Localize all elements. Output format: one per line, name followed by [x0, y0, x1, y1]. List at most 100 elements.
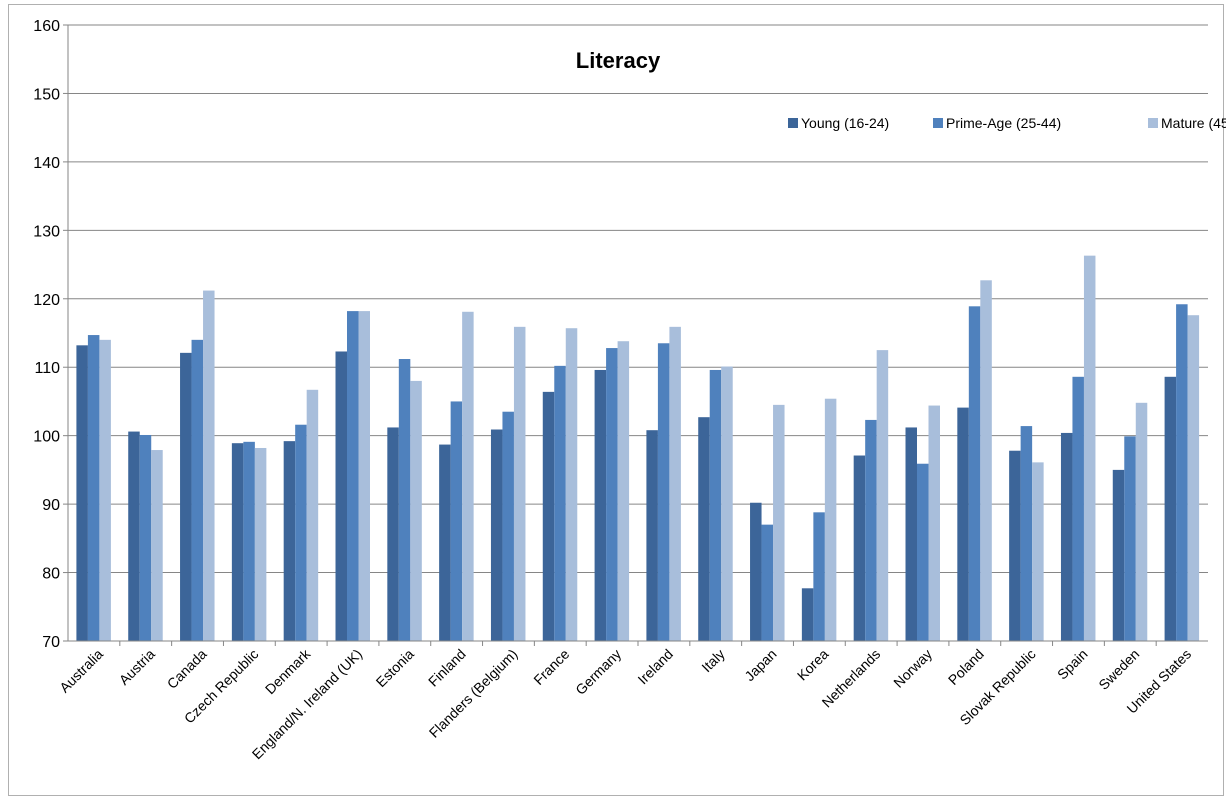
bar	[1164, 376, 1177, 641]
x-tick-label: Norway	[890, 646, 935, 691]
bar	[513, 326, 526, 641]
y-tick-label: 130	[33, 223, 60, 240]
bar	[905, 427, 917, 641]
x-tick-label: Italy	[698, 646, 727, 675]
bar	[721, 366, 733, 641]
legend-swatch	[1148, 118, 1158, 128]
bar	[191, 339, 204, 641]
bar	[283, 441, 296, 641]
bar	[750, 502, 762, 641]
bar	[928, 405, 940, 641]
bar	[824, 398, 837, 641]
bar	[709, 369, 722, 641]
bar	[813, 512, 825, 641]
legend-label: Prime-Age (25-44)	[946, 115, 1061, 131]
bar	[231, 443, 244, 641]
bar	[295, 424, 307, 641]
bar	[306, 389, 319, 641]
bar	[968, 306, 981, 641]
bar	[1176, 304, 1188, 641]
y-tick-label: 80	[42, 566, 60, 583]
bar	[76, 345, 88, 641]
bar	[773, 404, 785, 641]
legend-label: Young (16-24)	[801, 115, 889, 131]
bar	[410, 380, 422, 641]
x-tick-label: Korea	[794, 646, 832, 684]
legend-swatch	[933, 118, 943, 128]
x-tick-label: Canada	[164, 646, 210, 692]
x-tick-label: Spain	[1054, 646, 1091, 683]
x-tick-label: Japan	[741, 646, 779, 684]
bar	[1135, 402, 1148, 641]
bar	[254, 447, 267, 641]
bar	[1009, 450, 1021, 641]
x-tick-label: Sweden	[1095, 646, 1142, 693]
y-tick-label: 100	[33, 429, 60, 446]
bar	[439, 444, 451, 641]
bar	[669, 326, 681, 641]
bar	[917, 463, 929, 641]
bar	[617, 341, 630, 641]
bar	[347, 311, 359, 641]
x-tick-label: Poland	[945, 646, 987, 688]
bar	[761, 524, 774, 641]
y-tick-label: 160	[33, 18, 60, 35]
bar	[450, 401, 463, 641]
bar	[139, 434, 152, 641]
bar	[853, 455, 866, 641]
y-tick-label: 120	[33, 292, 60, 309]
bar	[1032, 462, 1044, 641]
x-tick-label: Estonia	[373, 646, 417, 690]
bar	[657, 343, 670, 641]
legend-label: Mature (45-65)	[1161, 115, 1226, 131]
bar	[980, 280, 992, 641]
x-tick-label: Flanders (Belgium)	[426, 646, 521, 741]
bar	[243, 441, 255, 641]
bar	[87, 335, 100, 641]
bar	[606, 348, 618, 641]
bar	[398, 359, 411, 641]
x-tick-label: Australia	[56, 646, 106, 696]
bar	[180, 352, 192, 641]
y-tick-label: 90	[42, 497, 60, 514]
bar	[646, 430, 658, 641]
bar	[490, 429, 503, 641]
bar	[554, 365, 566, 641]
bar	[1083, 255, 1096, 641]
x-tick-label: Germany	[572, 646, 624, 698]
bar	[542, 391, 555, 641]
x-tick-label: Austria	[116, 646, 158, 688]
x-tick-label: Finland	[425, 646, 469, 690]
bar	[1112, 469, 1125, 641]
x-tick-label: France	[530, 646, 572, 688]
bar	[502, 411, 514, 641]
x-tick-label: Ireland	[634, 646, 676, 688]
bar	[358, 311, 370, 641]
bar	[387, 427, 399, 641]
y-tick-label: 140	[33, 155, 60, 172]
y-tick-label: 150	[33, 86, 60, 103]
bar	[698, 417, 710, 641]
bar	[128, 431, 140, 641]
bar	[151, 450, 163, 641]
bar	[801, 588, 814, 641]
bar	[99, 339, 111, 641]
legend: Young (16-24) Prime-Age (25-44) Mature (45…	[788, 115, 1226, 131]
bar	[876, 350, 889, 641]
x-tick-label: Denmark	[262, 645, 314, 697]
bar	[203, 290, 215, 641]
bar	[957, 407, 969, 641]
bar	[1020, 426, 1033, 641]
bar	[865, 419, 877, 641]
bar	[594, 369, 607, 641]
bar	[1124, 436, 1136, 641]
y-tick-label: 110	[34, 360, 60, 377]
bar	[1072, 376, 1084, 641]
y-tick-label: 70	[42, 634, 60, 651]
chart-title: Literacy	[576, 48, 661, 73]
bar	[565, 328, 578, 641]
bar	[335, 351, 347, 641]
bar	[462, 311, 474, 641]
legend-swatch	[788, 118, 798, 128]
